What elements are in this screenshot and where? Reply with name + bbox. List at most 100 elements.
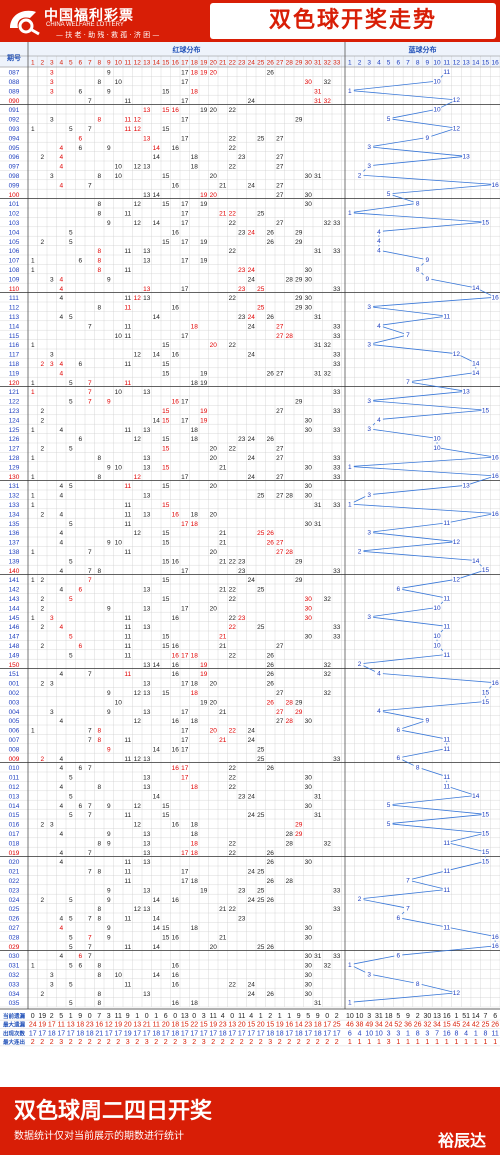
red-ball-number: 17 xyxy=(181,652,189,659)
red-ball-number: 30 xyxy=(305,483,313,490)
red-ball-number: 9 xyxy=(107,605,111,612)
issue-number: 125 xyxy=(9,427,20,434)
red-ball-number: 4 xyxy=(59,850,63,857)
red-ball-number: 17 xyxy=(181,399,189,406)
red-ball-number: 15 xyxy=(162,483,170,490)
red-ball-number: 23 xyxy=(238,887,246,894)
blue-ball-number: 16 xyxy=(492,511,500,518)
red-ball-number: 3 xyxy=(50,117,54,124)
red-ball-number: 30 xyxy=(305,615,313,622)
red-ball-number: 24 xyxy=(248,314,256,321)
red-ball-number: 2 xyxy=(40,596,44,603)
red-ball-number: 18 xyxy=(191,822,199,829)
stat-red-value: 19 xyxy=(209,1022,217,1029)
blue-ball-number: 11 xyxy=(443,69,450,76)
red-ball-number: 2 xyxy=(40,361,44,368)
red-ball-number: 27 xyxy=(276,709,284,716)
stat-red-value: 0 xyxy=(31,1013,35,1020)
red-ball-number: 3 xyxy=(50,822,54,829)
red-ball-number: 30 xyxy=(305,718,313,725)
red-ball-number: 28 xyxy=(286,549,294,556)
red-ball-number: 25 xyxy=(257,305,265,312)
red-ball-number: 16 xyxy=(172,558,180,565)
red-ball-number: 7 xyxy=(88,671,92,678)
blue-ball-bg xyxy=(365,424,374,433)
red-ball-number: 18 xyxy=(191,652,199,659)
stat-red-value: 20 xyxy=(238,1022,246,1029)
stat-blue-value: 10 xyxy=(365,1030,373,1037)
red-ball-number: 15 xyxy=(162,446,170,453)
red-ball-number: 12 xyxy=(134,201,142,208)
red-ball-number: 25 xyxy=(257,756,265,763)
red-ball-number: 9 xyxy=(107,709,111,716)
red-ball-number: 5 xyxy=(69,981,73,988)
red-ball-number: 22 xyxy=(229,295,237,302)
red-ball-number: 19 xyxy=(200,107,208,114)
red-ball-number: 7 xyxy=(88,765,92,772)
blue-ball-number: 3 xyxy=(367,530,371,537)
issue-number: 111 xyxy=(9,295,19,302)
red-ball-number: 18 xyxy=(191,831,199,838)
red-ball-number: 3 xyxy=(50,173,54,180)
red-ball-number: 18 xyxy=(191,690,199,697)
red-ball-number: 1 xyxy=(31,493,35,500)
stat-blue-value: 4 xyxy=(464,1030,468,1037)
red-ball-number: 7 xyxy=(88,380,92,387)
stat-blue-value: 24 xyxy=(462,1022,470,1029)
red-ball-number: 3 xyxy=(50,70,54,77)
red-ball-number: 10 xyxy=(115,173,123,180)
stat-red-value: 1 xyxy=(135,1013,139,1020)
stat-red-value: 17 xyxy=(38,1030,46,1037)
blue-ball-bg xyxy=(355,659,364,668)
red-ball-number: 31 xyxy=(314,248,322,255)
red-ball-number: 1 xyxy=(31,258,35,265)
red-ball-number: 27 xyxy=(276,192,284,199)
stat-blue-value: 25 xyxy=(482,1022,490,1029)
red-ball-number: 11 xyxy=(124,981,131,988)
red-number-header: 29 xyxy=(295,60,303,67)
red-number-header: 25 xyxy=(257,60,265,67)
blue-ball-bg xyxy=(345,208,354,217)
red-ball-number: 15 xyxy=(162,361,170,368)
stat-red-value: 3 xyxy=(202,1013,206,1020)
stat-red-value: 25 xyxy=(333,1022,341,1029)
red-ball-number: 13 xyxy=(143,192,151,199)
red-ball-number: 28 xyxy=(286,333,294,340)
blue-ball-number: 11 xyxy=(443,924,450,931)
stat-red-value: 2 xyxy=(335,1039,339,1046)
red-ball-number: 4 xyxy=(59,916,63,923)
red-ball-number: 5 xyxy=(69,380,73,387)
red-ball-number: 11 xyxy=(124,756,131,763)
red-ball-number: 15 xyxy=(162,530,170,537)
red-ball-number: 22 xyxy=(229,981,237,988)
blue-ball-bg xyxy=(491,293,500,302)
stat-red-value: 2 xyxy=(325,1039,329,1046)
red-ball-number: 29 xyxy=(295,117,303,124)
red-ball-number: 8 xyxy=(97,248,101,255)
red-ball-number: 1 xyxy=(31,267,35,274)
stat-red-value: 14 xyxy=(295,1022,303,1029)
issue-number: 106 xyxy=(9,248,20,255)
blue-ball-number: 12 xyxy=(453,577,461,584)
red-ball-number: 16 xyxy=(172,399,180,406)
red-ball-number: 6 xyxy=(78,361,82,368)
red-ball-number: 33 xyxy=(333,455,341,462)
red-ball-number: 23 xyxy=(238,267,246,274)
issue-number: 118 xyxy=(9,361,20,368)
red-ball-number: 8 xyxy=(97,991,101,998)
red-ball-number: 14 xyxy=(153,220,161,227)
red-ball-number: 17 xyxy=(181,746,189,753)
red-ball-number: 24 xyxy=(248,267,256,274)
blue-ball-bg xyxy=(442,518,451,527)
red-ball-number: 5 xyxy=(69,775,73,782)
red-ball-number: 4 xyxy=(59,276,63,283)
stat-red-value: 2 xyxy=(88,1039,92,1046)
blue-ball-bg xyxy=(452,124,461,133)
red-ball-number: 13 xyxy=(143,681,151,688)
blue-ball-number: 16 xyxy=(492,943,500,950)
red-ball-number: 12 xyxy=(134,718,142,725)
blue-ball-number: 5 xyxy=(387,116,391,123)
red-ball-number: 16 xyxy=(172,145,180,152)
blue-ball-bg xyxy=(394,753,403,762)
